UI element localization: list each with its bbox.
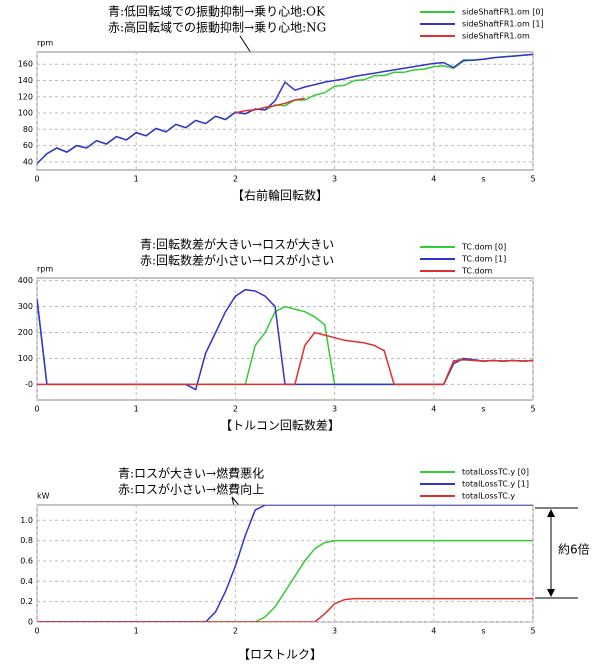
annotation: 青:回転数差が大きい→ロスが大きい xyxy=(140,237,334,252)
x-tick-label: 0 xyxy=(34,405,39,414)
y-tick-label: 0 xyxy=(28,618,33,627)
side-label: 約6倍 xyxy=(558,542,590,557)
y-tick-label: 0.2 xyxy=(20,597,33,606)
x-axis-label: s xyxy=(481,405,485,414)
legend-label: totalLossTC.y xyxy=(462,492,515,501)
y-axis-label: kW xyxy=(37,492,50,501)
y-tick-label: 100 xyxy=(18,354,33,363)
y-tick-label: 0.4 xyxy=(20,577,33,586)
legend-label: TC.dom [1] xyxy=(461,255,506,264)
y-tick-label: 200 xyxy=(18,328,33,337)
x-tick-label: 2 xyxy=(233,405,238,414)
y-tick-label: 0.6 xyxy=(20,556,33,565)
y-tick-label: 80 xyxy=(23,125,33,134)
x-tick-label: 1 xyxy=(134,627,139,636)
y-tick-label: 120 xyxy=(18,92,33,101)
annotation: 青:ロスが大きい→燃費悪化 xyxy=(118,466,264,481)
annotation: 赤:ロスが小さい→燃費向上 xyxy=(118,482,264,497)
legend-label: totalLossTC.y [1] xyxy=(462,480,529,489)
x-tick-label: 5 xyxy=(530,627,535,636)
plot-area xyxy=(36,51,534,171)
x-axis-label: s xyxy=(481,627,485,636)
caption: 【ロストルク】 xyxy=(238,648,322,662)
y-tick-label: 140 xyxy=(18,76,33,85)
x-tick-label: 4 xyxy=(431,627,436,636)
y-tick-label: 160 xyxy=(18,60,33,69)
legend-label: totalLossTC.y [0] xyxy=(462,468,529,477)
series-line xyxy=(235,97,305,114)
x-tick-label: 5 xyxy=(530,405,535,414)
y-axis-label: rpm xyxy=(37,265,53,274)
y-tick-label: 40 xyxy=(23,157,33,166)
series-line xyxy=(37,539,533,622)
x-tick-label: 0 xyxy=(34,627,39,636)
annotation: 赤:高回転域での振動抑制→乗り心地:NG xyxy=(108,20,326,35)
x-tick-label: 1 xyxy=(134,405,139,414)
x-tick-label: 1 xyxy=(134,175,139,184)
legend-label: sideShaftFR1.om [0] xyxy=(462,8,544,17)
series-line xyxy=(37,53,533,165)
x-axis-label: s xyxy=(481,175,485,184)
y-tick-label: 1.0 xyxy=(20,516,33,525)
y-tick-label: -0 xyxy=(25,380,33,389)
annotation: 青:低回転域での振動抑制→乗り心地:OK xyxy=(108,4,326,19)
y-axis-label: rpm xyxy=(37,39,53,48)
legend-label: TC.dom xyxy=(461,267,493,276)
legend-label: sideShaftFR1.om xyxy=(462,32,530,41)
x-tick-label: 2 xyxy=(233,175,238,184)
x-tick-label: 3 xyxy=(332,627,337,636)
series-line xyxy=(37,597,533,622)
x-tick-label: 2 xyxy=(233,627,238,636)
x-tick-label: 3 xyxy=(332,175,337,184)
x-tick-label: 0 xyxy=(34,175,39,184)
caption: 【トルコン回転数差】 xyxy=(220,418,340,433)
y-tick-label: 100 xyxy=(18,109,33,118)
legend-label: sideShaftFR1.om [1] xyxy=(462,20,544,29)
x-tick-label: 4 xyxy=(431,405,436,414)
y-tick-label: 60 xyxy=(23,141,33,150)
plot-area xyxy=(36,504,534,623)
legend-label: TC.dom [0] xyxy=(461,243,506,252)
x-tick-label: 3 xyxy=(332,405,337,414)
x-tick-label: 4 xyxy=(431,175,436,184)
series-line xyxy=(37,331,533,386)
y-tick-label: 300 xyxy=(18,302,33,311)
x-tick-label: 5 xyxy=(530,175,535,184)
y-tick-label: 0.8 xyxy=(20,536,33,545)
annotation: 赤:回転数差が小さい→ロスが小さい xyxy=(140,253,334,268)
caption: 【右前輪回転数】 xyxy=(232,188,328,203)
y-tick-label: 400 xyxy=(18,276,33,285)
